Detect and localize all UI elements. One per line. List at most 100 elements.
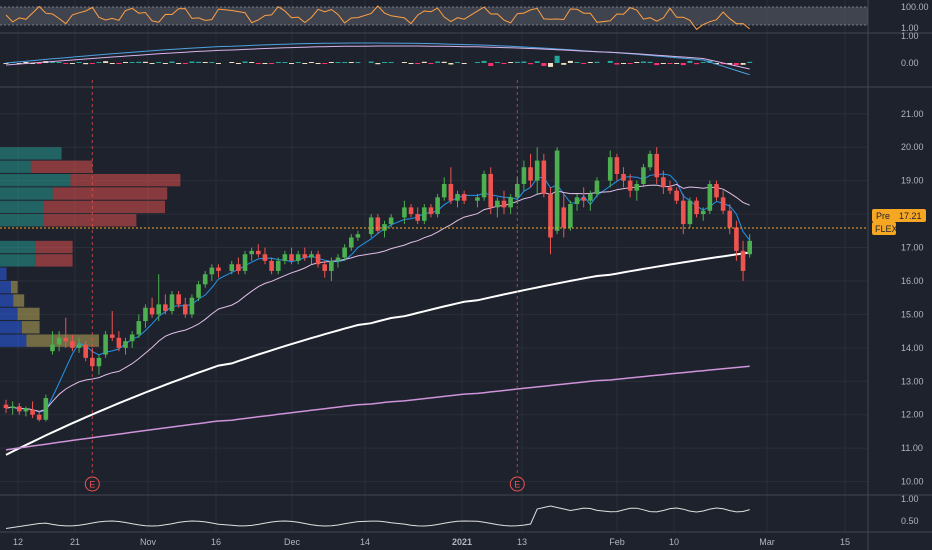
- candle[interactable]: [123, 337, 128, 355]
- candle[interactable]: [508, 194, 513, 215]
- candle[interactable]: [621, 167, 626, 188]
- candle[interactable]: [236, 257, 241, 275]
- candle[interactable]: [687, 197, 693, 228]
- candle[interactable]: [747, 234, 752, 258]
- candle[interactable]: [680, 194, 686, 235]
- candle[interactable]: [109, 311, 115, 342]
- candle[interactable]: [56, 331, 62, 352]
- candle[interactable]: [541, 153, 547, 198]
- candle[interactable]: [143, 304, 148, 328]
- candle[interactable]: [521, 160, 527, 191]
- candle[interactable]: [43, 394, 49, 422]
- candle[interactable]: [554, 147, 560, 235]
- candle[interactable]: [448, 167, 454, 205]
- candle[interactable]: [694, 197, 699, 218]
- candle[interactable]: [50, 331, 55, 355]
- candle[interactable]: [422, 204, 427, 225]
- candle[interactable]: [568, 200, 573, 231]
- candle[interactable]: [614, 153, 620, 181]
- candle[interactable]: [163, 294, 168, 315]
- candle[interactable]: [627, 173, 633, 198]
- candle[interactable]: [740, 240, 746, 281]
- candle[interactable]: [302, 247, 308, 261]
- candle[interactable]: [355, 230, 361, 241]
- candle[interactable]: [149, 297, 155, 318]
- candle[interactable]: [634, 180, 640, 201]
- candle[interactable]: [76, 337, 82, 353]
- candle[interactable]: [282, 250, 288, 265]
- candle[interactable]: [36, 411, 42, 422]
- candle[interactable]: [209, 264, 215, 281]
- candle[interactable]: [329, 257, 334, 281]
- candle[interactable]: [594, 177, 600, 198]
- candle[interactable]: [481, 170, 487, 201]
- candle[interactable]: [727, 204, 733, 235]
- candle[interactable]: [488, 167, 494, 215]
- candle[interactable]: [714, 180, 719, 201]
- candle[interactable]: [475, 194, 480, 208]
- candle[interactable]: [382, 220, 387, 238]
- candle[interactable]: [647, 150, 653, 171]
- candle[interactable]: [196, 280, 201, 302]
- candle[interactable]: [335, 254, 341, 268]
- candle[interactable]: [348, 234, 354, 251]
- candle[interactable]: [408, 204, 414, 218]
- candle[interactable]: [561, 194, 567, 238]
- candle[interactable]: [309, 250, 314, 265]
- candle[interactable]: [707, 180, 713, 215]
- candle[interactable]: [641, 163, 646, 188]
- candle[interactable]: [275, 257, 281, 275]
- candle[interactable]: [720, 190, 726, 215]
- candle[interactable]: [534, 147, 540, 195]
- candle[interactable]: [116, 331, 122, 352]
- candle[interactable]: [315, 250, 321, 268]
- earnings-marker[interactable]: E: [509, 476, 525, 492]
- candle[interactable]: [262, 247, 268, 265]
- candle[interactable]: [216, 264, 221, 278]
- candle[interactable]: [295, 250, 301, 265]
- candle[interactable]: [23, 406, 29, 417]
- candle[interactable]: [734, 220, 739, 261]
- candle[interactable]: [548, 187, 553, 255]
- candle[interactable]: [441, 177, 447, 201]
- candle[interactable]: [428, 204, 434, 218]
- candle[interactable]: [269, 257, 274, 275]
- candle[interactable]: [368, 214, 374, 238]
- candle[interactable]: [455, 190, 460, 208]
- candle[interactable]: [103, 331, 108, 358]
- candle[interactable]: [242, 250, 248, 275]
- candle[interactable]: [607, 150, 613, 188]
- candle[interactable]: [70, 334, 75, 352]
- candle[interactable]: [202, 270, 208, 288]
- candle[interactable]: [182, 297, 188, 318]
- earnings-marker[interactable]: E: [84, 476, 100, 492]
- candle[interactable]: [63, 317, 69, 348]
- candle[interactable]: [654, 147, 660, 184]
- candle[interactable]: [700, 207, 706, 221]
- candle[interactable]: [3, 399, 9, 414]
- candle[interactable]: [435, 194, 440, 218]
- candle[interactable]: [588, 190, 593, 211]
- candle[interactable]: [30, 401, 35, 419]
- candle[interactable]: [674, 187, 679, 205]
- candle[interactable]: [461, 190, 467, 205]
- candle[interactable]: [189, 294, 195, 318]
- candle[interactable]: [388, 214, 394, 228]
- candle[interactable]: [495, 197, 500, 218]
- candle[interactable]: [96, 354, 102, 375]
- candle[interactable]: [402, 200, 407, 225]
- candle[interactable]: [229, 260, 235, 275]
- candle[interactable]: [581, 187, 586, 208]
- candle[interactable]: [501, 190, 507, 215]
- candle[interactable]: [129, 331, 135, 348]
- candle[interactable]: [667, 180, 673, 195]
- candle[interactable]: [16, 403, 22, 415]
- candle[interactable]: [83, 341, 88, 362]
- candle[interactable]: [342, 244, 347, 261]
- candle[interactable]: [176, 291, 181, 308]
- candle[interactable]: [415, 207, 420, 225]
- candle[interactable]: [136, 314, 142, 338]
- candle[interactable]: [249, 247, 254, 261]
- candle[interactable]: [528, 153, 533, 188]
